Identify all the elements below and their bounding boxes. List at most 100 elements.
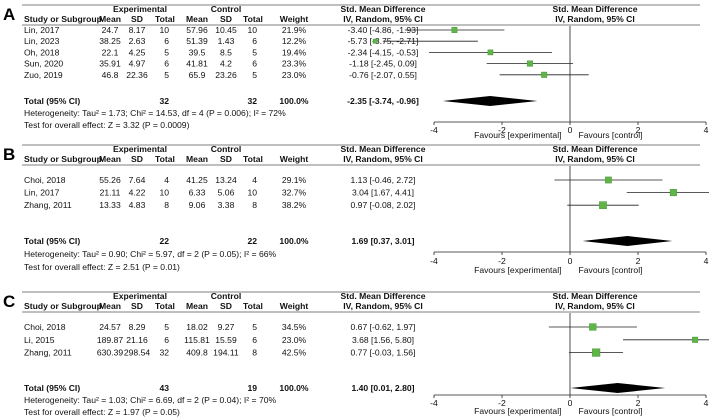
experimental-group-header: Experimental	[113, 144, 167, 154]
exp-mean: 13.33	[99, 200, 121, 210]
effect-column-title: Std. Mean Difference	[340, 4, 425, 14]
study-weight: 38.2%	[282, 200, 307, 210]
exp-sd-header: SD	[131, 301, 143, 311]
x-tick-label: -4	[430, 398, 438, 408]
study-weight: 23.3%	[282, 59, 307, 69]
total-ctrl-n: 32	[247, 96, 257, 106]
favours-control-label: Favours [control]	[579, 130, 643, 140]
ctrl-total: 6	[252, 59, 257, 69]
exp-total: 32	[159, 348, 169, 358]
study-point-estimate	[599, 201, 607, 210]
effect-column-title: Std. Mean Difference	[340, 144, 425, 154]
weight-header: Weight	[280, 14, 309, 24]
weight-header: Weight	[280, 154, 309, 164]
study-effect-ci: 3.68 [1.56, 5.80]	[352, 335, 414, 345]
exp-total: 6	[164, 335, 169, 345]
panel-label: A	[3, 5, 15, 24]
exp-total: 5	[164, 47, 169, 57]
ctrl-mean: 41.25	[186, 175, 208, 185]
study-name: Zhang, 2011	[24, 348, 72, 358]
x-tick-label: -4	[430, 256, 438, 266]
ctrl-sd: 15.59	[215, 335, 237, 345]
effect-column-subtitle: IV, Random, 95% CI	[343, 301, 422, 311]
exp-mean-header: Mean	[99, 154, 121, 164]
study-row: Zhang, 2011 13.33 4.83 8 9.06 3.38 8 38.2% 0.97 …	[24, 200, 639, 210]
study-weight: 12.2%	[282, 36, 307, 46]
x-tick-label: -2	[498, 398, 506, 408]
overall-effect-test: Test for overall effect: Z = 1.97 (P = 0…	[24, 407, 180, 417]
exp-total: 5	[164, 322, 169, 332]
total-effect-ci: 1.40 [0.01, 2.80]	[351, 383, 414, 393]
ctrl-total: 5	[252, 70, 257, 80]
heterogeneity-stats: Heterogeneity: Tau² = 1.03; Chi² = 6.69,…	[24, 395, 277, 405]
exp-sd: 22.36	[126, 70, 148, 80]
total-effect-ci: -2.35 [-3.74, -0.96]	[347, 96, 419, 106]
control-group-header: Control	[211, 4, 242, 14]
total-row: Total (95% CI) 22 22 100.0% 1.69 [0.37, 3.01…	[24, 236, 673, 246]
exp-mean: 24.57	[99, 322, 121, 332]
exp-sd: 8.17	[129, 25, 146, 35]
study-weight: 21.9%	[282, 25, 307, 35]
ctrl-mean: 39.5	[189, 47, 206, 57]
exp-total-header: Total	[155, 301, 175, 311]
total-weight: 100.0%	[279, 236, 309, 246]
ctrl-total: 10	[247, 25, 257, 35]
overall-effect-test: Test for overall effect: Z = 2.51 (P = 0…	[24, 262, 180, 272]
exp-mean: 630.39	[97, 348, 124, 358]
exp-sd: 7.64	[129, 175, 146, 185]
ctrl-mean: 18.02	[186, 322, 208, 332]
panel-label: B	[3, 145, 15, 164]
exp-sd-header: SD	[131, 154, 143, 164]
ctrl-total: 6	[252, 36, 257, 46]
total-exp-n: 32	[159, 96, 169, 106]
ctrl-total: 10	[247, 188, 257, 198]
study-name: Li, 2015	[24, 335, 55, 345]
pooled-estimate-diamond	[570, 383, 666, 393]
x-tick-label: 0	[568, 256, 573, 266]
ctrl-mean: 51.39	[186, 36, 208, 46]
x-tick-label: 0	[568, 398, 573, 408]
heterogeneity-stats: Heterogeneity: Tau² = 0.90; Chi² = 5.97,…	[24, 249, 277, 259]
ctrl-mean: 6.33	[189, 188, 206, 198]
exp-total-header: Total	[155, 14, 175, 24]
study-weight: 23.0%	[282, 335, 307, 345]
study-column-header: Study or Subgroup	[24, 301, 102, 311]
favours-control-label: Favours [control]	[579, 265, 643, 275]
ctrl-sd: 194.11	[213, 348, 239, 358]
ctrl-total: 8	[252, 200, 257, 210]
plot-subtitle: IV, Random, 95% CI	[555, 154, 634, 164]
ctrl-mean: 115.81	[184, 335, 210, 345]
exp-sd: 21.16	[126, 335, 148, 345]
weight-header: Weight	[280, 301, 309, 311]
ctrl-sd: 23.26	[215, 70, 237, 80]
plot-title: Std. Mean Difference	[552, 291, 637, 301]
x-tick-label: 2	[636, 256, 641, 266]
study-row: Lin, 2023 38.25 2.63 6 51.39 1.43 6 12.2% -5.73 …	[24, 36, 478, 46]
study-point-estimate	[541, 71, 548, 78]
ctrl-sd: 5.06	[218, 188, 235, 198]
total-ctrl-n: 22	[247, 236, 257, 246]
study-name: Sun, 2020	[24, 59, 63, 69]
favours-control-label: Favours [control]	[579, 406, 643, 416]
study-row: Oh, 2018 22.1 4.25 5 39.5 8.5 5 19.4% -2.34 [-4.…	[24, 47, 552, 57]
study-row: Lin, 2017 21.11 4.22 10 6.33 5.06 10 32.7% 3.04 …	[24, 188, 709, 198]
plot-subtitle: IV, Random, 95% CI	[555, 14, 634, 24]
study-row: Zhang, 2011 630.39 298.54 32 409.8 194.11 8 42.…	[24, 348, 624, 358]
ctrl-sd: 3.38	[218, 200, 235, 210]
exp-sd-header: SD	[131, 14, 143, 24]
study-weight: 23.0%	[282, 70, 307, 80]
overall-effect-test: Test for overall effect: Z = 3.32 (P = 0…	[24, 120, 190, 130]
study-column-header: Study or Subgroup	[24, 154, 102, 164]
exp-mean: 35.91	[99, 59, 121, 69]
exp-total: 10	[159, 25, 169, 35]
total-label: Total (95% CI)	[24, 236, 80, 246]
ctrl-total-header: Total	[243, 301, 263, 311]
study-name: Zuo, 2019	[24, 70, 63, 80]
exp-mean-header: Mean	[99, 14, 121, 24]
effect-column-subtitle: IV, Random, 95% CI	[343, 154, 422, 164]
study-row: Lin, 2017 24.7 8.17 10 57.96 10.45 10 21.9% -3.4…	[24, 25, 505, 35]
total-effect-ci: 1.69 [0.37, 3.01]	[351, 236, 414, 246]
study-effect-ci: -3.40 [-4.86, -1.93]	[348, 25, 419, 35]
exp-sd: 298.54	[124, 348, 151, 358]
